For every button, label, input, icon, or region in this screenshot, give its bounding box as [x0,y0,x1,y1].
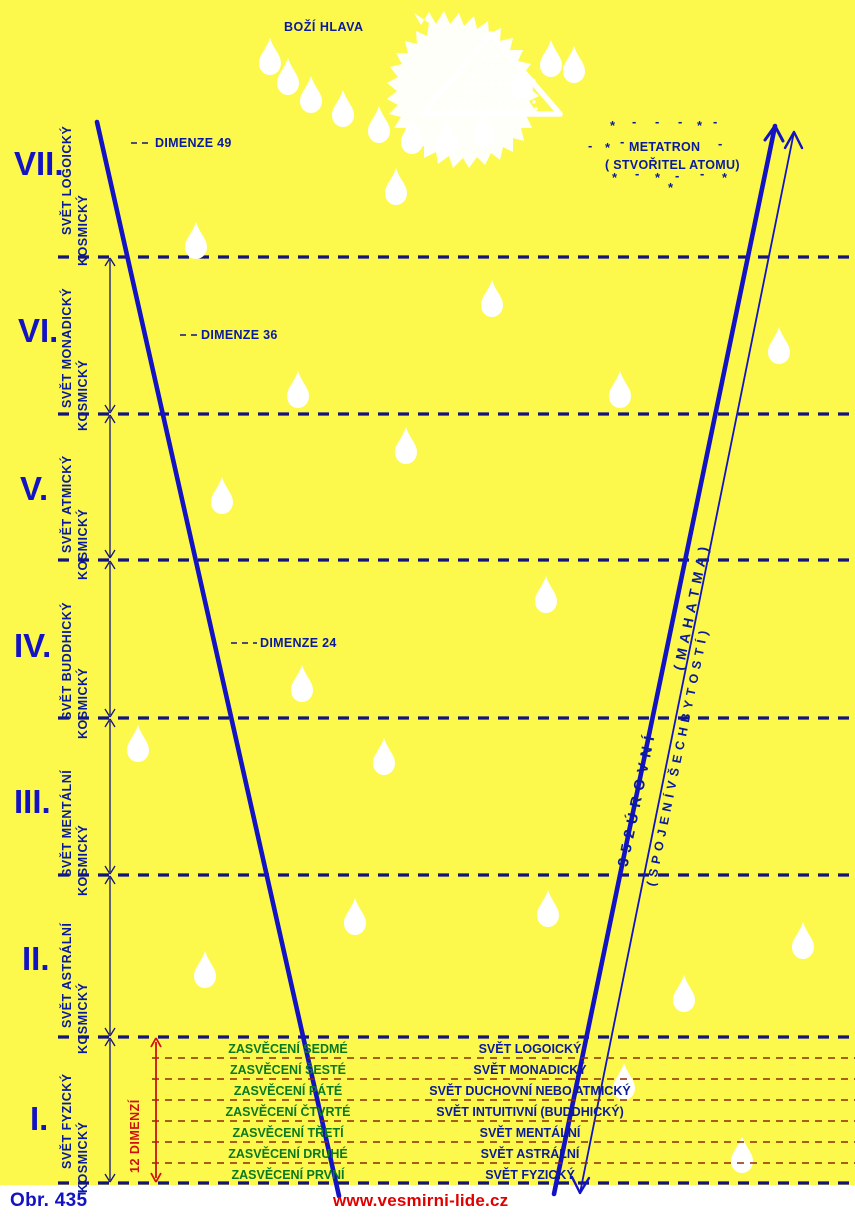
twelve-dimensions-bracket [150,1037,162,1183]
table-row: SVĚT ASTRÁLNÍ [480,1146,580,1161]
plane-name-iv-line1: SVĚT BUDDHICKÝ [60,601,74,721]
table-row: ZASVĚCENÍ TŘETÍ [232,1125,344,1140]
figure-caption: Obr. 435 [10,1190,88,1211]
svg-text:*: * [668,180,674,195]
svg-text:*: * [612,170,618,185]
metatron-subtitle: ( STVOŘITEL ATOMU) [605,158,740,172]
svg-text:*: * [722,170,728,185]
plane-name-vi-line1: SVĚT MONADICKÝ [60,287,74,409]
table-row: SVĚT INTUITIVNÍ (BUDDHICKÝ) [436,1104,624,1119]
table-row: SVĚT LOGOICKÝ [478,1041,582,1056]
table-row: ZASVĚCENÍ PRVNÍ [231,1167,345,1182]
plane-name-v-line1: SVĚT ATMICKÝ [60,455,74,553]
svg-text:-: - [675,168,679,183]
band-separators [58,255,855,1185]
plane-name-iii-line1: SVĚT MENTÁLNÍ [60,769,74,877]
twelve-dimensions-label: 12 DIMENZÍ [128,1099,142,1173]
svg-text:-: - [632,114,636,129]
svg-text:*: * [697,118,703,133]
plane-name-iv-line2: KOSMICKÝ [76,667,90,739]
metatron-label: METATRON [629,140,701,154]
plane-numeral-ii: II. [22,940,50,977]
table-row: ZASVĚCENÍ DRUHÉ [228,1146,348,1161]
plane-name-v-line2: KOSMICKÝ [76,508,90,580]
left-descending-line [94,119,342,1199]
table-row-separators [152,1057,855,1164]
plane-numeral-vi: VI. [18,312,59,349]
plane-name-ii-line1: SVĚT ASTRÁLNÍ [60,922,74,1028]
table-row: SVĚT FYZICKÝ [485,1167,575,1182]
plane-name-vii-line1: SVĚT LOGOICKÝ [60,125,74,235]
plane-numeral-iii: III. [14,783,51,820]
mahatma-arrow-lines [551,123,804,1197]
plane-numeral-i: I. [30,1100,49,1137]
svg-text:-: - [655,114,659,129]
svg-text:*: * [610,118,616,133]
dimension-label-49: DIMENZE 49 [155,136,232,150]
svg-text:-: - [718,136,722,151]
plane-name-vii-line2: KOSMICKÝ [76,194,90,266]
svg-text:*: * [655,170,661,185]
table-row: SVĚT MONADICKÝ [473,1062,587,1077]
band-height-arrows [104,257,116,1183]
plane-name-ii-line2: KOSMICKÝ [76,982,90,1054]
table-row: SVĚT DUCHOVNÍ NEBO ATMICKÝ [429,1083,631,1098]
divine-head-label: BOŽÍ HLAVA [284,20,364,34]
svg-text:-: - [620,134,624,149]
website-link[interactable]: www.vesmirni-lide.cz [333,1191,509,1210]
dimension-label-24: DIMENZE 24 [260,636,337,650]
metatron-sparkles: * - - - * - - * - - * - * - - * * [588,114,728,195]
table-row: SVĚT MENTÁLNÍ [479,1125,581,1140]
plane-numeral-v: V. [20,470,49,507]
svg-text:-: - [713,114,717,129]
droplet-group [127,38,814,1173]
plane-name-iii-line2: KOSMICKÝ [76,824,90,896]
table-row: ZASVĚCENÍ PÁTÉ [233,1083,343,1098]
plane-name-vi-line2: KOSMICKÝ [76,359,90,431]
svg-text:-: - [635,166,639,181]
plane-numeral-vii: VII. [14,145,64,182]
dimension-label-36: DIMENZE 36 [201,328,278,342]
svg-text:-: - [678,114,682,129]
diagram-background [0,0,855,1185]
table-row: ZASVĚCENÍ SEDMÉ [228,1041,348,1056]
plane-numeral-iv: IV. [14,627,52,664]
table-row: ZASVĚCENÍ ČTVRTÉ [225,1104,351,1119]
svg-text:-: - [588,138,592,153]
svg-text:*: * [605,140,611,155]
dimension-leaders [131,142,257,644]
table-row: ZASVĚCENÍ ŠESTÉ [230,1062,346,1077]
svg-text:-: - [700,166,704,181]
plane-name-i-line1: SVĚT FYZICKÝ [60,1073,74,1169]
